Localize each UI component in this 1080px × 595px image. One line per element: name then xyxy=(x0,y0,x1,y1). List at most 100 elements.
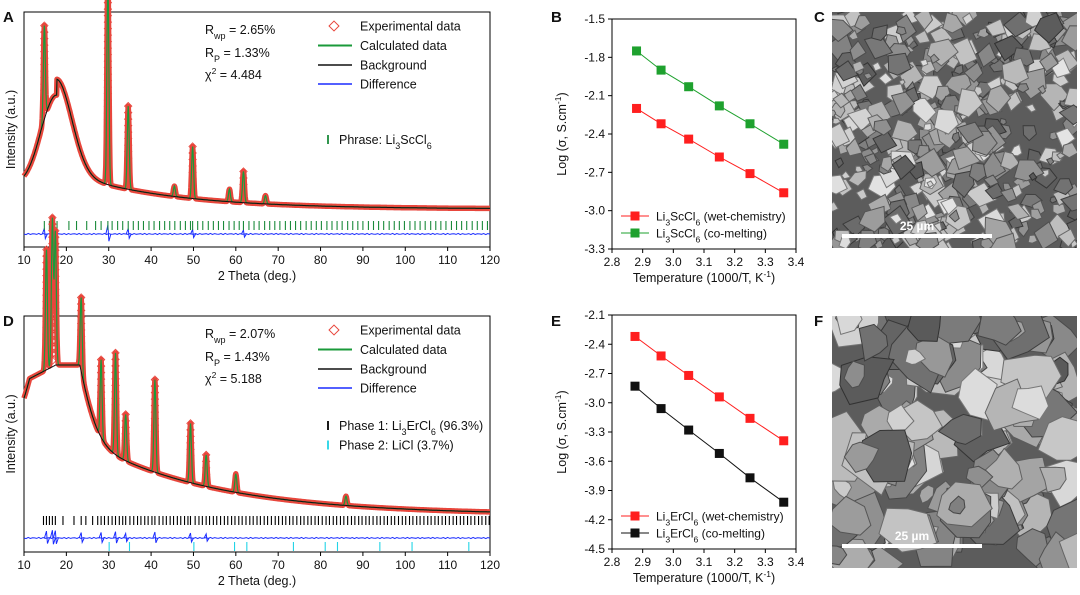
y-tick-label: -2.4 xyxy=(584,127,605,141)
experimental-data-point xyxy=(96,374,106,384)
text-run: 3 xyxy=(395,141,400,151)
sem-grain xyxy=(953,63,964,75)
experimental-data-point xyxy=(121,429,130,439)
sem-micrograph: 25 µm xyxy=(832,12,1077,248)
y-axis-label: Log (σ, S.cm-1) xyxy=(553,92,569,175)
experimental-data-point xyxy=(121,416,130,426)
sem-grain xyxy=(934,85,951,103)
x-tick-label: 3.4 xyxy=(788,555,805,569)
sem-grain xyxy=(854,14,872,31)
data-point xyxy=(656,404,666,414)
y-tick-label: -2.4 xyxy=(584,337,605,351)
plot-frame xyxy=(23,11,491,248)
sem-grain xyxy=(863,34,894,60)
experimental-data-point xyxy=(201,463,211,473)
experimental-data-point xyxy=(40,53,49,63)
stat-rwp: Rwp = 2.07% xyxy=(205,327,275,345)
experimental-data-point xyxy=(150,394,160,404)
sem-grain xyxy=(999,150,1021,171)
experimental-data-point xyxy=(201,457,211,466)
text-run: ) xyxy=(555,92,569,96)
difference-spike xyxy=(105,224,112,242)
data-point xyxy=(779,497,789,507)
experimental-data-point xyxy=(96,381,106,390)
x-tick-label: 50 xyxy=(187,253,201,267)
experimental-data-point xyxy=(42,303,51,313)
text-run: 3 xyxy=(402,427,407,437)
experimental-data-point xyxy=(103,43,113,53)
legend-marker-experimental xyxy=(328,20,340,32)
experimental-data-point xyxy=(42,297,51,306)
x-tick-label: 20 xyxy=(60,253,74,267)
sem-grain xyxy=(976,27,990,39)
sem-grain xyxy=(1052,203,1067,216)
data-point xyxy=(714,152,724,162)
sem-grain xyxy=(914,29,931,44)
sem-grain xyxy=(849,40,867,62)
sem-grain xyxy=(977,42,997,68)
sem-grain xyxy=(977,316,1022,346)
data-point xyxy=(684,134,694,144)
text-run: 2 xyxy=(212,66,217,76)
y-tick-label: -1.5 xyxy=(584,12,605,26)
experimental-data-point xyxy=(188,155,197,164)
sem-grain xyxy=(956,121,984,144)
experimental-data-point xyxy=(76,319,86,328)
stat-chi2: χ2 = 4.484 xyxy=(205,66,262,82)
sem-grain xyxy=(872,131,898,154)
x-tick-label: 2.9 xyxy=(634,555,651,569)
difference-spike xyxy=(43,530,50,544)
sem-grain xyxy=(1049,196,1058,204)
sem-grain xyxy=(832,18,854,43)
text-run: -1 xyxy=(553,96,563,104)
experimental-data-point xyxy=(48,284,57,294)
sem-grain xyxy=(951,146,982,171)
stat-chi2: χ2 = 5.188 xyxy=(205,370,262,386)
y-tick-label: -2.1 xyxy=(584,308,605,322)
experimental-data-point xyxy=(51,291,60,301)
sem-grain xyxy=(911,202,928,222)
text-run: Temperature (1000/T, K xyxy=(633,271,764,285)
legend-label: Li3ScCl6 (co-melting) xyxy=(656,227,767,245)
text-run: Phase 2: LiCl (3.7%) xyxy=(339,439,454,453)
legend-marker-experimental xyxy=(328,324,340,336)
data-point xyxy=(779,139,789,149)
x-tick-label: 120 xyxy=(480,558,500,572)
sem-grain xyxy=(963,61,984,84)
x-axis-label: Temperature (1000/T, K-1) xyxy=(633,569,775,585)
text-run: 6 xyxy=(695,235,700,245)
text-run: = 2.07% xyxy=(226,327,276,341)
difference-spike xyxy=(123,531,130,544)
x-tick-label: 3.3 xyxy=(757,255,774,269)
panel-label-b: B xyxy=(551,9,562,26)
text-run: χ xyxy=(205,372,212,386)
text-run: = 4.484 xyxy=(216,68,262,82)
text-run: R xyxy=(205,327,214,341)
sem-grain xyxy=(880,155,893,173)
sem-grain xyxy=(1011,385,1050,421)
difference-series xyxy=(23,232,491,236)
data-point xyxy=(630,381,640,391)
difference-spike xyxy=(113,531,119,544)
sem-grain xyxy=(863,152,878,166)
sem-grain xyxy=(1016,83,1030,94)
text-run: ScCl xyxy=(670,210,695,224)
experimental-data-point xyxy=(123,114,133,124)
sem-grain xyxy=(873,118,893,136)
experimental-data-point xyxy=(76,306,86,315)
sem-grain xyxy=(1061,141,1077,159)
data-point xyxy=(684,425,694,435)
sem-grain xyxy=(832,109,837,118)
sem-grain xyxy=(834,157,845,169)
background-series xyxy=(23,78,490,209)
text-run: ErCl xyxy=(670,527,693,541)
x-tick-label: 80 xyxy=(314,253,328,267)
sem-grain xyxy=(1039,52,1059,73)
panel-label-a: A xyxy=(3,9,14,26)
experimental-data-point xyxy=(186,445,195,454)
text-run: 3 xyxy=(665,218,670,228)
text-run: -1 xyxy=(763,569,771,579)
text-run: 6 xyxy=(693,535,698,545)
sem-grain xyxy=(832,92,851,109)
sem-grain xyxy=(923,122,933,131)
